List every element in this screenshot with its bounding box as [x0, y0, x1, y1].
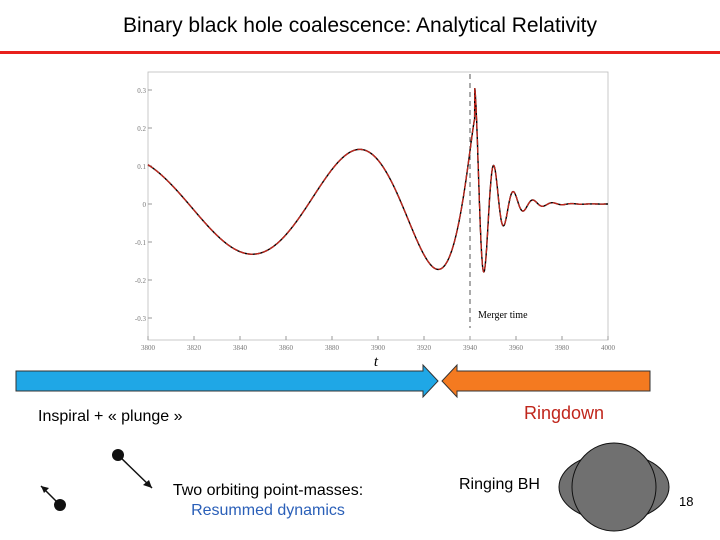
ringdown-arrow	[441, 363, 651, 399]
y-tick-label: 0.1	[137, 163, 146, 171]
waveform-numerical-series	[147, 88, 608, 273]
x-tick-label: 3960	[509, 344, 524, 352]
ringing-bh-label: Ringing BH	[459, 476, 540, 493]
orbiting-masses-icon	[40, 449, 153, 511]
y-tick-label: -0.1	[135, 239, 147, 247]
plot-ticks: 3800 3820 3840 3860 3880 3900 3920 3940 3960 3980…	[135, 87, 616, 352]
inspiral-arrow	[15, 363, 439, 399]
ringdown-label: Ringdown	[524, 403, 605, 423]
ringing-black-hole-icon	[558, 442, 670, 532]
x-tick-label: 3840	[233, 344, 248, 352]
title-underline	[0, 51, 720, 54]
x-tick-label: 3800	[141, 344, 156, 352]
resummed-dynamics-caption: Resummed dynamics	[191, 502, 345, 519]
orbiting-caption: Two orbiting point-masses:	[172, 482, 364, 499]
x-tick-label: 3920	[417, 344, 432, 352]
x-tick-label: 3900	[371, 344, 386, 352]
inspiral-label: Inspiral + « plunge »	[38, 408, 183, 425]
x-tick-label: 3940	[463, 344, 478, 352]
merger-time-label: Merger time	[478, 310, 528, 321]
x-tick-label: 4000	[601, 344, 616, 352]
x-tick-label: 3820	[187, 344, 202, 352]
y-tick-label: 0	[143, 201, 147, 209]
plot-axes	[147, 71, 609, 341]
slide-title: Binary black hole coalescence: Analytica…	[123, 14, 597, 37]
x-tick-label: 3880	[325, 344, 340, 352]
y-tick-label: -0.3	[135, 315, 147, 323]
page-number: 18	[679, 494, 694, 509]
x-tick-label: 3860	[279, 344, 294, 352]
y-tick-label: -0.2	[135, 277, 147, 285]
waveform-analytical-series	[147, 88, 608, 273]
x-tick-label: 3980	[555, 344, 570, 352]
y-tick-label: 0.2	[137, 125, 146, 133]
y-tick-label: 0.3	[137, 87, 146, 95]
x-axis-label: t	[374, 354, 379, 370]
